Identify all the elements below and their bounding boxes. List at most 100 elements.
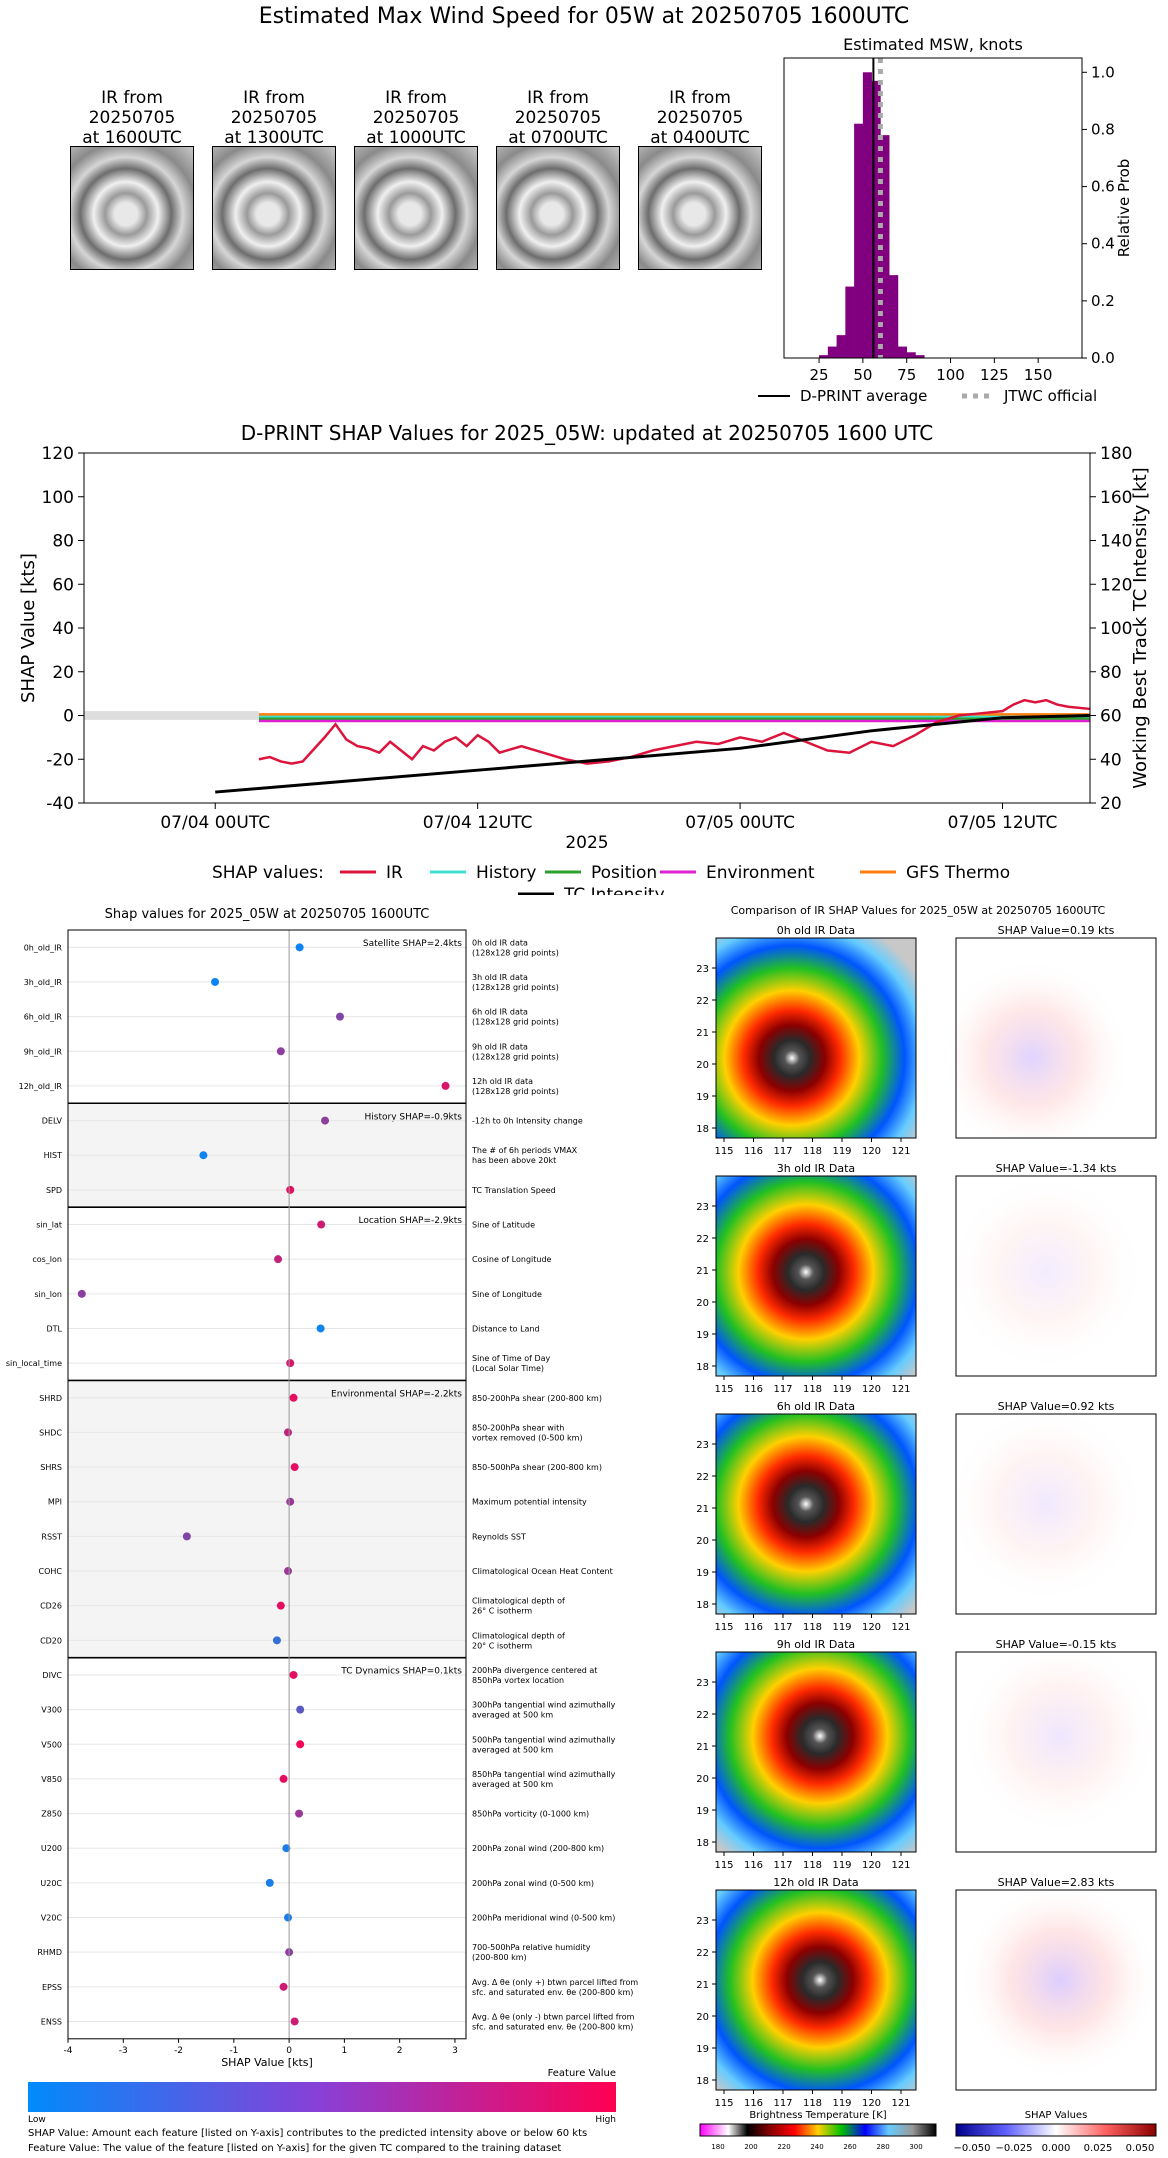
histogram-bar — [889, 275, 899, 358]
feature-point — [274, 1255, 283, 1264]
legend-dprint-label: D-PRINT average — [800, 387, 927, 405]
x-tick-label: 117 — [773, 1622, 792, 1633]
feature-point — [276, 1601, 285, 1610]
scatter-frame — [67, 929, 467, 2040]
feature-point — [295, 943, 304, 952]
ir-image — [715, 937, 917, 1139]
y-tick-label: 19 — [696, 1806, 709, 1817]
feature-description: vortex removed (0-500 km) — [472, 1433, 583, 1442]
x-tick-label: 119 — [832, 1146, 851, 1157]
feature-description: Sine of Time of Day — [472, 1354, 551, 1363]
y-tick-label: 20 — [696, 2012, 709, 2023]
histogram-frame — [783, 57, 1083, 359]
feature-name: CD26 — [40, 1602, 62, 1611]
feature-description: (128x128 grid points) — [472, 1018, 559, 1027]
y-tick-label: 20 — [52, 663, 74, 683]
feature-point — [296, 1705, 305, 1714]
feature-point — [284, 1913, 293, 1922]
group-label: TC Dynamics SHAP=0.1kts — [340, 1667, 462, 1677]
ir-colorbar-tick: 240 — [810, 2143, 823, 2151]
msw-histogram-chart: Estimated MSW, knots 25 50 75 100 125 150 0.0 0.… — [758, 35, 1133, 405]
feature-point — [316, 1324, 325, 1333]
histogram-bar — [845, 286, 855, 358]
feature-description: has been above 20kt — [472, 1156, 556, 1165]
feature-description: Sine of Latitude — [472, 1221, 535, 1230]
x-tick-label: -4 — [64, 2046, 73, 2056]
y-tick-label: 20 — [696, 1536, 709, 1547]
x-tick-label: 119 — [832, 2098, 851, 2109]
feature-shap-scatter-chart: Shap values for 2025_05W at 20250705 160… — [6, 907, 639, 2125]
y-tick-label: 80 — [52, 532, 74, 552]
feature-description: 200hPa zonal wind (0-500 km) — [472, 1879, 594, 1888]
ir-thumbnail-label-line: IR from — [669, 88, 731, 108]
colorbar-title: Feature Value — [548, 2068, 616, 2079]
feature-description: 500hPa tangential wind azimuthally — [472, 1735, 616, 1744]
feature-name: DIVC — [42, 1671, 62, 1680]
y-tick-label: 18 — [696, 2076, 709, 2087]
feature-value-colorbar — [28, 2082, 616, 2112]
feature-description: Distance to Land — [472, 1324, 540, 1333]
x-tick-label: 100 — [936, 366, 965, 384]
group-label: Environmental SHAP=-2.2kts — [331, 1389, 462, 1399]
x-tick-label: 121 — [891, 1384, 910, 1395]
y2-axis-label: Working Best Track TC Intensity [kt] — [1130, 467, 1151, 788]
y-tick-label: 20 — [696, 1060, 709, 1071]
colorbar-high-label: High — [595, 2115, 616, 2125]
y-tick-label: 23 — [696, 1440, 709, 1451]
series-line-ir — [258, 698, 1091, 765]
feature-point — [279, 1774, 288, 1783]
feature-description: Climatological depth of — [472, 1597, 565, 1606]
x-tick-label: 3 — [452, 2046, 458, 2056]
feature-point — [290, 2017, 299, 2026]
feature-name: V500 — [41, 1740, 62, 1749]
ir-thumbnail-label-line: at 1300UTC — [224, 128, 324, 148]
ir-image — [715, 1175, 917, 1377]
feature-point — [272, 1636, 281, 1645]
feature-description: 700-500hPa relative humidity — [472, 1943, 591, 1952]
ir-thumbnail-label-line: 20250705 — [372, 108, 460, 128]
y-tick-label: 20 — [696, 1774, 709, 1785]
y-tick-label: 0.8 — [1091, 120, 1115, 138]
feature-name: U200 — [41, 1844, 62, 1853]
feature-name: HIST — [44, 1151, 62, 1160]
x-tick-label: 121 — [891, 1622, 910, 1633]
group-label: Location SHAP=-2.9kts — [358, 1216, 462, 1226]
y-tick-label: 19 — [696, 1568, 709, 1579]
x-tick-label: 116 — [744, 2098, 763, 2109]
feature-point — [295, 1809, 304, 1818]
feature-description: 850hPa vorticity (0-1000 km) — [472, 1810, 589, 1819]
y-tick-label: 21 — [696, 1980, 709, 1991]
feature-name: sin_lat — [36, 1221, 62, 1230]
y-tick-label: 18 — [696, 1600, 709, 1611]
ir-thumbnail-label: IR from 20250705 at 1300UTC — [209, 88, 339, 148]
feature-description: 850hPa vortex location — [472, 1676, 564, 1685]
shap-image — [955, 1651, 1157, 1853]
x-tick-label: 115 — [714, 2098, 733, 2109]
shap-image — [955, 1889, 1157, 2091]
feature-name: ENSS — [41, 2017, 62, 2026]
ir-thumbnail-label-line: 20250705 — [88, 108, 176, 128]
group-label: Satellite SHAP=2.4kts — [363, 939, 462, 949]
feature-description: averaged at 500 km — [472, 1780, 553, 1789]
feature-name: SHDC — [39, 1428, 62, 1437]
ir-thumbnail-label-line: IR from — [243, 88, 305, 108]
feature-name: sin_lon — [34, 1290, 62, 1299]
x-tick-label: 118 — [803, 2098, 822, 2109]
ir-thumbnail-label: IR from 20250705 at 1000UTC — [351, 88, 481, 148]
feature-description: Sine of Longitude — [472, 1290, 542, 1299]
timeseries-title: D-PRINT SHAP Values for 2025_05W: update… — [241, 421, 933, 445]
ir-thumbnail-label-line: IR from — [385, 88, 447, 108]
x-tick-label: 115 — [714, 1384, 733, 1395]
feature-description: 850-200hPa shear (200-800 km) — [472, 1394, 602, 1403]
y-tick-label: 19 — [696, 1330, 709, 1341]
feature-description: (128x128 grid points) — [472, 1087, 559, 1096]
x-tick-label: 120 — [862, 1622, 881, 1633]
feature-name: COHC — [39, 1567, 63, 1576]
y2-tick-label: 140 — [1100, 532, 1132, 552]
x-tick-label: 119 — [832, 1384, 851, 1395]
x-tick-label: 07/04 00UTC — [160, 813, 270, 833]
feature-point — [286, 1359, 295, 1368]
x-tick-label: 117 — [773, 2098, 792, 2109]
x-tick-label: 75 — [897, 366, 916, 384]
ir-thumbnail-label: IR from 20250705 at 1600UTC — [67, 88, 197, 148]
